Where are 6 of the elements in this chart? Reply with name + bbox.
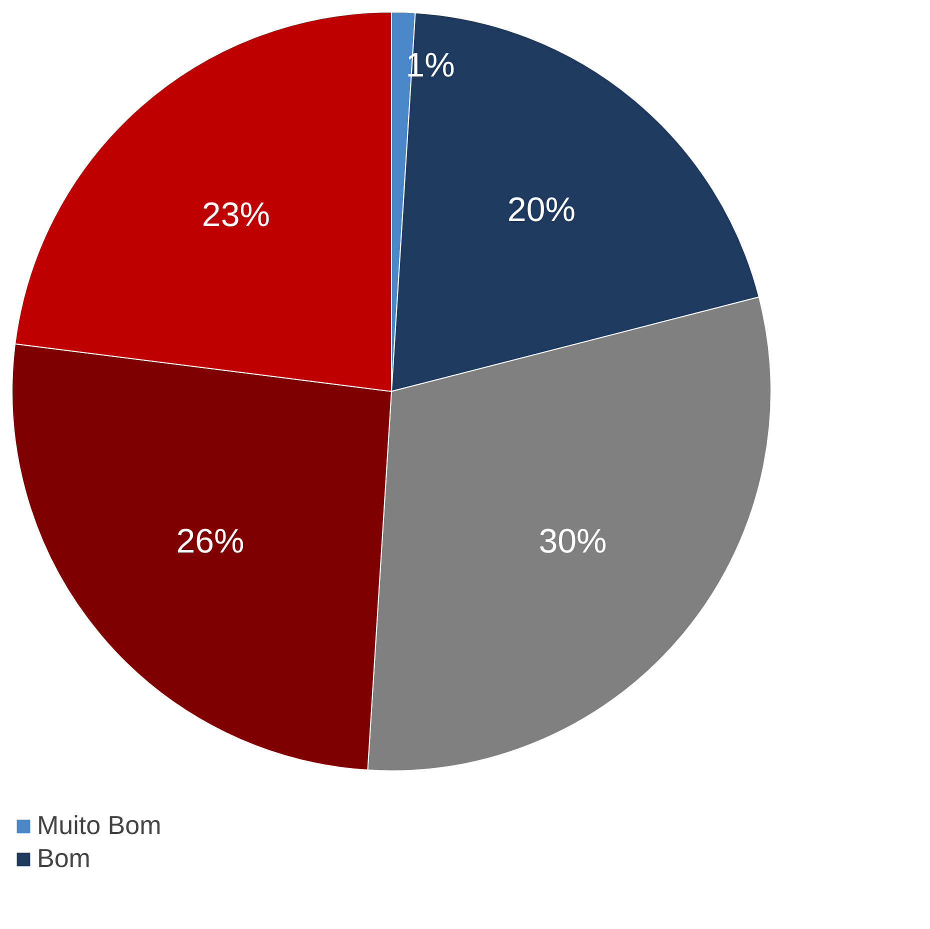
data-label: 30%	[538, 522, 607, 560]
legend-label: Bom	[37, 843, 90, 874]
data-label: 20%	[507, 191, 576, 230]
data-label: 23%	[202, 196, 270, 234]
legend-label: Muito Bom	[37, 810, 162, 841]
data-label: 26%	[176, 522, 244, 560]
